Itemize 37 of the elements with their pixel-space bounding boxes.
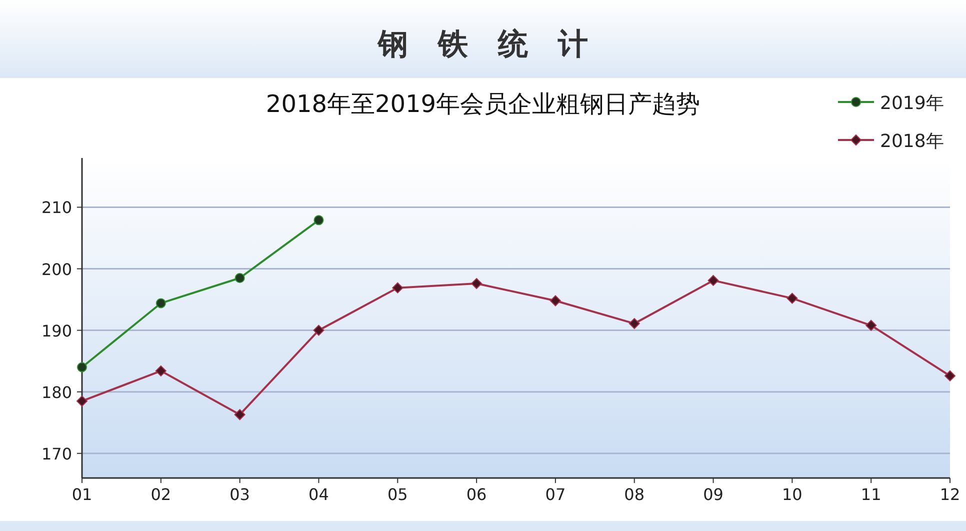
x-tick-label: 12 (940, 485, 960, 504)
point (628, 318, 640, 330)
x-tick-label: 04 (308, 485, 329, 504)
point (314, 215, 324, 226)
y-tick-label: 170 (41, 444, 72, 464)
chart-subtitle: 2018年至2019年会员企业粗钢日产趋势 (266, 90, 700, 118)
chart-title: 钢 铁 统 计 (377, 27, 588, 62)
x-tick-label: 05 (387, 485, 408, 504)
point (550, 295, 561, 306)
point (392, 282, 404, 294)
y-tick-label: 210 (41, 198, 72, 218)
y-tick-label: 190 (41, 321, 72, 340)
x-tick-label: 11 (860, 485, 882, 504)
x-tick-label: 07 (545, 485, 566, 504)
point (76, 396, 88, 407)
point (786, 292, 798, 304)
point (866, 320, 877, 331)
point (155, 365, 166, 376)
x-tick-label: 01 (72, 485, 92, 504)
x-tick-label: 03 (230, 485, 250, 504)
y-tick-label: 180 (41, 382, 72, 402)
x-tick-label: 06 (466, 485, 487, 504)
x-tick-label: 02 (150, 485, 172, 504)
legend-label: 2018年 (880, 131, 944, 152)
x-tick-label: 08 (624, 485, 645, 504)
point (77, 362, 87, 372)
point (708, 274, 719, 286)
y-tick-label: 200 (41, 260, 72, 279)
point (234, 273, 245, 283)
point (234, 409, 246, 420)
x-tick-label: 09 (703, 485, 724, 504)
point (156, 298, 166, 308)
point (944, 370, 956, 382)
legend-label: 2019年 (880, 93, 944, 114)
point (471, 278, 482, 290)
x-tick-label: 10 (782, 485, 802, 504)
point (313, 324, 324, 336)
